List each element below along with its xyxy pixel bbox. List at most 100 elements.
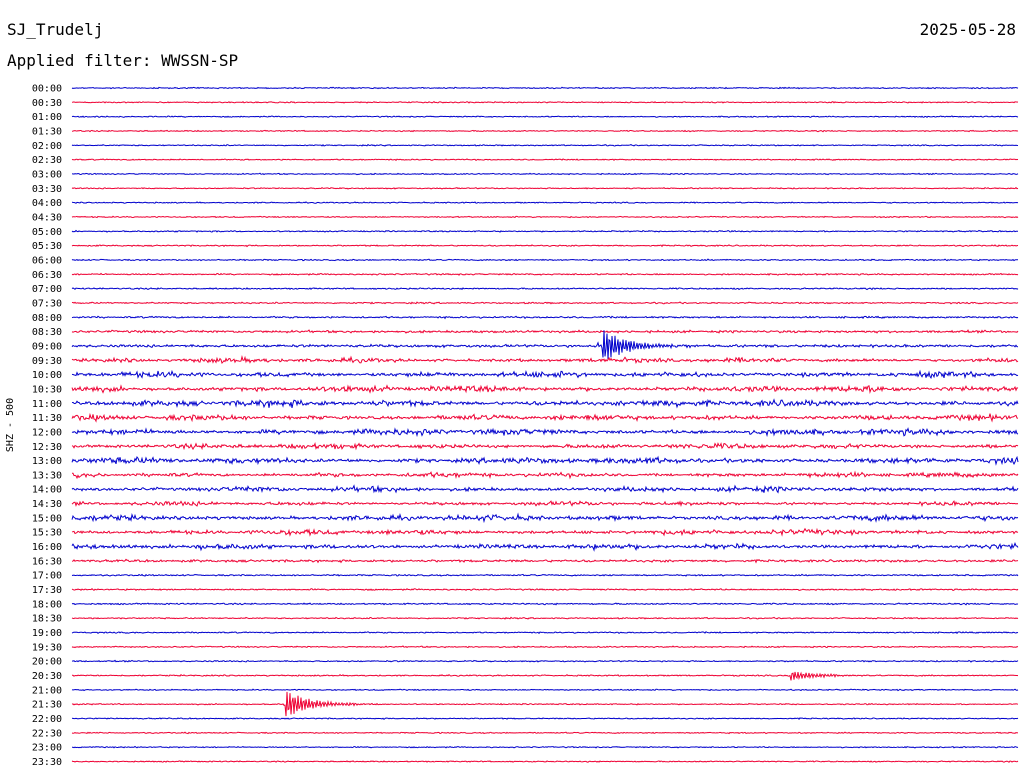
trace-line [71,573,1019,577]
trace-line [72,671,1019,681]
row-time-label: 00:00 [32,84,62,95]
row-time-label: 21:30 [32,700,62,711]
trace-line [71,588,1019,592]
row-labels: 00:00 00:30 01:00 01:30 02:00 02:30 03:00 03:30… [32,84,62,769]
row-time-label: 11:30 [32,413,62,424]
row-time-label: 15:00 [32,513,62,524]
row-time-label: 16:30 [32,556,62,567]
trace-line [71,398,1019,409]
trace-line [71,645,1019,649]
trace-line [71,129,1019,133]
trace-line [71,602,1019,606]
trace-line [71,558,1019,564]
row-time-label: 10:00 [32,370,62,381]
trace-line [71,354,1019,364]
trace-rows [71,86,1019,763]
trace-line [71,717,1019,720]
trace-line [71,86,1019,90]
trace-line [72,470,1019,480]
row-time-label: 09:30 [32,356,62,367]
trace-line [71,484,1019,494]
trace-line [71,760,1019,763]
trace-line [71,631,1019,635]
trace-line [71,258,1019,262]
row-time-label: 06:30 [32,270,62,281]
row-time-label: 15:30 [32,528,62,539]
trace-line [71,143,1019,147]
trace-line [71,158,1019,162]
trace-line [71,688,1019,692]
row-time-label: 20:00 [32,657,62,668]
trace-line [71,215,1019,219]
row-time-label: 05:30 [32,241,62,252]
row-time-label: 11:00 [32,399,62,410]
row-time-label: 03:30 [32,184,62,195]
row-time-label: 13:00 [32,456,62,467]
row-time-label: 19:30 [32,642,62,653]
row-time-label: 01:00 [32,112,62,123]
row-time-label: 22:00 [32,714,62,725]
row-time-label: 04:30 [32,212,62,223]
trace-line [71,287,1019,291]
row-time-label: 17:30 [32,585,62,596]
row-time-label: 10:30 [32,384,62,395]
trace-line [71,616,1019,620]
row-time-label: 18:30 [32,614,62,625]
trace-line [71,412,1019,423]
trace-line [71,201,1019,204]
row-time-label: 06:00 [32,255,62,266]
row-time-label: 17:00 [32,571,62,582]
row-time-label: 08:00 [32,313,62,324]
station-name: SJ_Trudelj [7,20,104,39]
trace-line [71,455,1019,466]
row-time-label: 18:00 [32,599,62,610]
trace-line [71,301,1019,305]
row-time-label: 12:00 [32,427,62,438]
trace-line [71,272,1019,276]
row-time-label: 20:30 [32,671,62,682]
trace-line [71,244,1019,248]
row-time-label: 02:00 [32,141,62,152]
row-time-label: 16:00 [32,542,62,553]
row-time-label: 01:30 [32,126,62,137]
trace-line [71,512,1019,524]
trace-line [71,542,1019,552]
row-time-label: 05:00 [32,227,62,238]
row-time-label: 04:00 [32,198,62,209]
row-time-label: 23:30 [32,757,62,768]
row-time-label: 14:00 [32,485,62,496]
row-time-label: 07:30 [32,298,62,309]
row-time-label: 21:00 [32,685,62,696]
row-time-label: 09:00 [32,341,62,352]
trace-line [71,427,1019,438]
trace-line [71,527,1019,537]
trace-line [71,330,1019,360]
trace-line [71,691,1019,717]
trace-line [71,731,1019,735]
trace-line [71,315,1019,320]
trace-line [72,745,1019,749]
trace-line [71,186,1019,190]
row-time-label: 13:30 [32,470,62,481]
trace-line [71,115,1019,118]
trace-line [72,172,1019,176]
row-time-label: 19:00 [32,628,62,639]
trace-line [71,500,1019,508]
row-time-label: 03:00 [32,169,62,180]
row-time-label: 12:30 [32,442,62,453]
trace-line [71,442,1019,451]
trace-line [71,229,1018,233]
trace-line [71,369,1019,380]
row-time-label: 23:00 [32,743,62,754]
record-date: 2025-05-28 [919,20,1016,39]
row-time-label: 07:00 [32,284,62,295]
trace-line [71,329,1019,334]
row-time-label: 22:30 [32,728,62,739]
filter-label: Applied filter: WWSSN-SP [7,51,239,70]
row-time-label: 02:30 [32,155,62,166]
trace-line [71,659,1019,663]
trace-line [71,384,1019,394]
row-time-label: 08:30 [32,327,62,338]
row-time-label: 00:30 [32,98,62,109]
